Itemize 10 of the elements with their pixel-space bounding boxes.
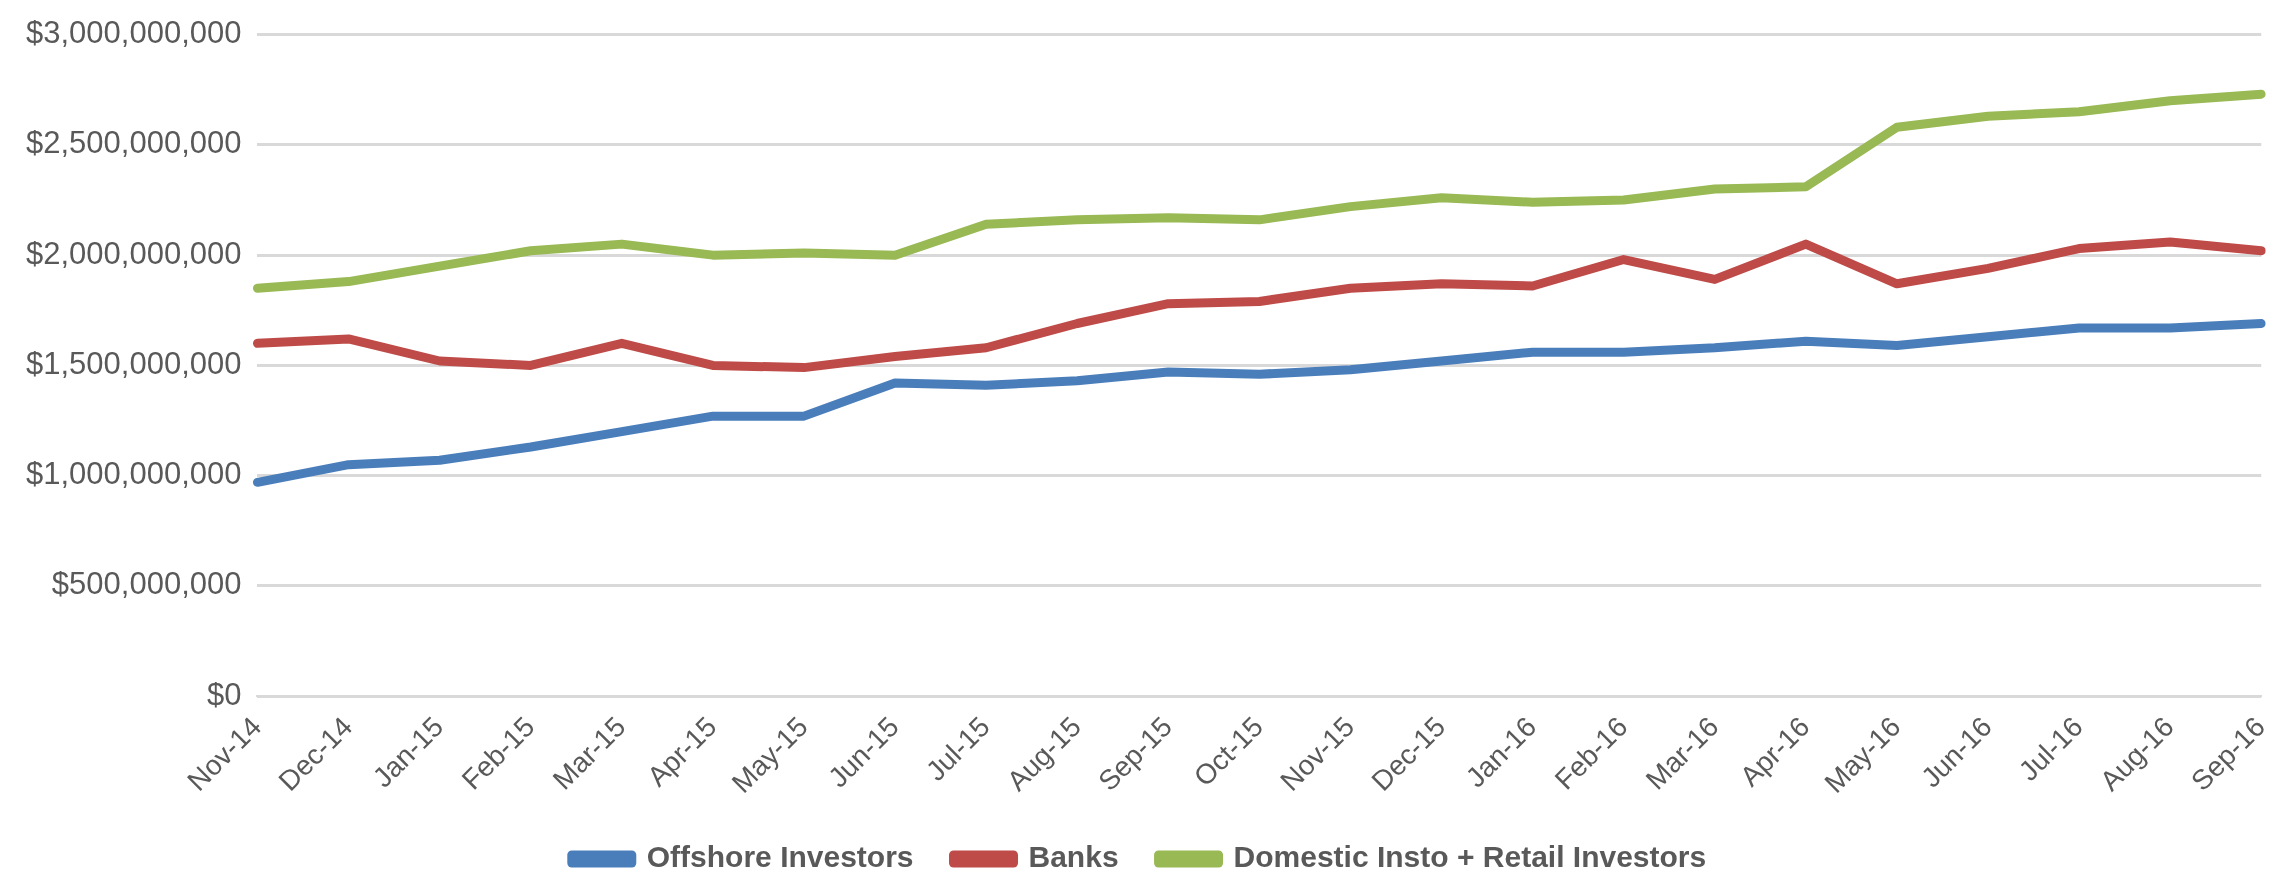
y-tick-label: $1,000,000,000 bbox=[25, 456, 242, 492]
y-tick-label: $1,500,000,000 bbox=[25, 345, 242, 381]
y-tick-label: $500,000,000 bbox=[51, 566, 242, 602]
y-tick-label: $3,000,000,000 bbox=[25, 15, 242, 51]
y-tick-label: $0 bbox=[207, 676, 242, 712]
y-tick-label: $2,000,000,000 bbox=[25, 235, 242, 271]
legend-label: Offshore Investors bbox=[646, 840, 914, 874]
legend-label: Banks bbox=[1028, 840, 1119, 874]
y-tick-label: $2,500,000,000 bbox=[25, 125, 242, 161]
legend-label: Domestic Insto + Retail Investors bbox=[1233, 840, 1707, 874]
